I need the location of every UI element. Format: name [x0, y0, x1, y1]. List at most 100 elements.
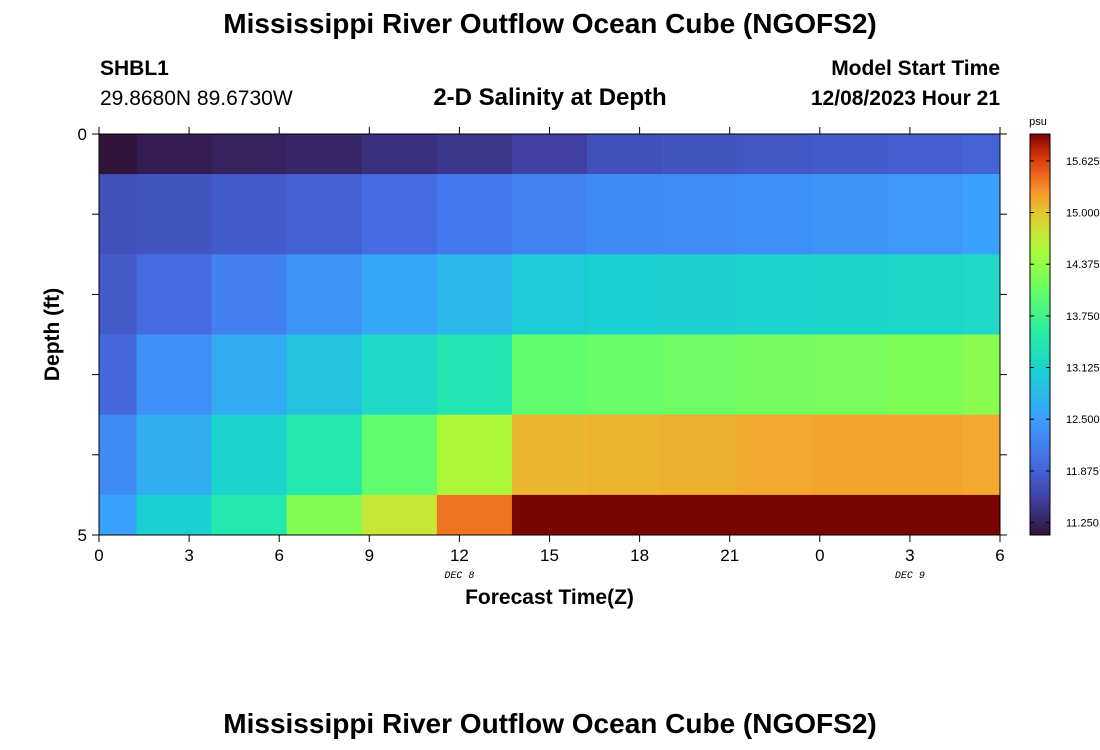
heatmap-cell [211, 254, 288, 335]
heatmap-cell [99, 334, 138, 416]
heatmap-cell [887, 134, 963, 175]
heatmap-cell [887, 494, 963, 536]
heatmap-cell [662, 414, 738, 496]
heatmap-cell [662, 254, 738, 335]
colorbar-tick-label: 11.875 [1066, 466, 1099, 478]
y-axis-ticks: 05 [78, 125, 1007, 545]
colorbar-tick-label: 13.750 [1066, 311, 1100, 323]
heatmap-cell [436, 134, 513, 175]
heatmap-cell [211, 134, 288, 175]
heatmap-cell [286, 174, 363, 255]
heatmap-cell [99, 494, 138, 536]
heatmap-cell [511, 134, 588, 175]
heatmap-cell [436, 494, 513, 536]
x-tick-label: 18 [630, 546, 649, 565]
x-tick-label: 6 [995, 546, 1004, 565]
heatmap-cell [511, 414, 588, 496]
x-axis-ticks: 0 3 6 9 12 15 18 21 0 3 6 [94, 127, 1005, 565]
y-tick-label: 0 [78, 125, 87, 144]
heatmap-cell [286, 254, 363, 335]
heatmap-cell [737, 174, 813, 255]
colorbar-tick-label: 14.375 [1066, 259, 1100, 271]
chart-title: Mississippi River Outflow Ocean Cube (NG… [223, 8, 877, 39]
heatmap-cell [436, 254, 513, 335]
heatmap-cell [99, 414, 138, 496]
heatmap-cell [962, 334, 1001, 416]
heatmap-cell [737, 254, 813, 335]
colorbar-tick-label: 11.250 [1066, 518, 1099, 530]
heatmap-cell [887, 174, 963, 255]
heatmap-cell [211, 174, 288, 255]
heatmap-cell [662, 174, 738, 255]
heatmap-cell [587, 494, 663, 536]
heatmap-cell [361, 414, 438, 496]
heatmap-cell [587, 334, 663, 416]
heatmap-cell [511, 174, 588, 255]
colorbar-tick-label: 13.125 [1066, 363, 1100, 375]
heatmap-cell [99, 254, 138, 335]
heatmap-cell [887, 334, 963, 416]
heatmap-cell [286, 414, 363, 496]
heatmap-cell [361, 494, 438, 536]
heatmap-cell [136, 414, 213, 496]
x-tick-label: 15 [540, 546, 559, 565]
heatmap-cell [887, 254, 963, 335]
heatmap-cell [361, 134, 438, 175]
footer-title: Mississippi River Outflow Ocean Cube (NG… [223, 708, 877, 739]
x-tick-label: 3 [184, 546, 193, 565]
colorbar-ticks: 11.250 11.875 12.500 13.125 13.750 14.375 15.0… [1030, 156, 1100, 530]
x-tick-label: 0 [815, 546, 824, 565]
heatmap-cell [511, 334, 588, 416]
colorbar: psu 11.250 11.875 12.500 13.125 13.750 14.375… [1029, 116, 1100, 536]
x-tick-label: 0 [94, 546, 103, 565]
heatmap-cell [587, 414, 663, 496]
heatmap-cell [887, 414, 963, 496]
heatmap-cell [812, 254, 888, 335]
heatmap-cell [662, 334, 738, 416]
heatmap-cell [587, 134, 663, 175]
x-tick-label: 12 [450, 546, 469, 565]
heatmap-cell [99, 174, 138, 255]
date-label: DEC 9 [895, 571, 925, 582]
heatmap-cell [136, 254, 213, 335]
date-label: DEC 8 [444, 571, 474, 582]
x-tick-label: 3 [905, 546, 914, 565]
colorbar-unit-label: psu [1029, 116, 1047, 128]
x-tick-label: 9 [365, 546, 374, 565]
heatmap-cell [136, 174, 213, 255]
heatmap-cell [511, 254, 588, 335]
heatmap-cell [737, 134, 813, 175]
y-axis-label: Depth (ft) [41, 288, 64, 381]
heatmap-cell [962, 414, 1001, 496]
heatmap-cell [361, 334, 438, 416]
heatmap-cell [211, 494, 288, 536]
heatmap-cell [361, 174, 438, 255]
station-coordinates: 29.8680N 89.6730W [100, 87, 293, 110]
heatmap-cell [737, 334, 813, 416]
model-start-label: Model Start Time [831, 57, 1000, 80]
heatmap-cell [99, 134, 138, 175]
heatmap-cell [286, 334, 363, 416]
heatmap-cell [436, 334, 513, 416]
heatmap-cell [812, 494, 888, 536]
heatmap-cell [962, 134, 1001, 175]
colorbar-gradient [1029, 133, 1051, 536]
y-tick-label: 5 [78, 526, 87, 545]
heatmap-cell [436, 174, 513, 255]
heatmap-cell [962, 174, 1001, 255]
x-tick-label: 6 [274, 546, 283, 565]
heatmap-cell [286, 134, 363, 175]
heatmap-cell [136, 334, 213, 416]
heatmap-cell [812, 414, 888, 496]
heatmap-cell [662, 134, 738, 175]
date-labels: DEC 8 DEC 9 [444, 571, 925, 582]
heatmap-cell [136, 494, 213, 536]
heatmap-cell [361, 254, 438, 335]
heatmap-cell [211, 414, 288, 496]
station-id: SHBL1 [100, 57, 169, 80]
heatmap-cell [211, 334, 288, 416]
colorbar-tick-label: 15.000 [1066, 208, 1100, 220]
heatmap-cell [737, 414, 813, 496]
heatmap-cells [99, 134, 1001, 536]
